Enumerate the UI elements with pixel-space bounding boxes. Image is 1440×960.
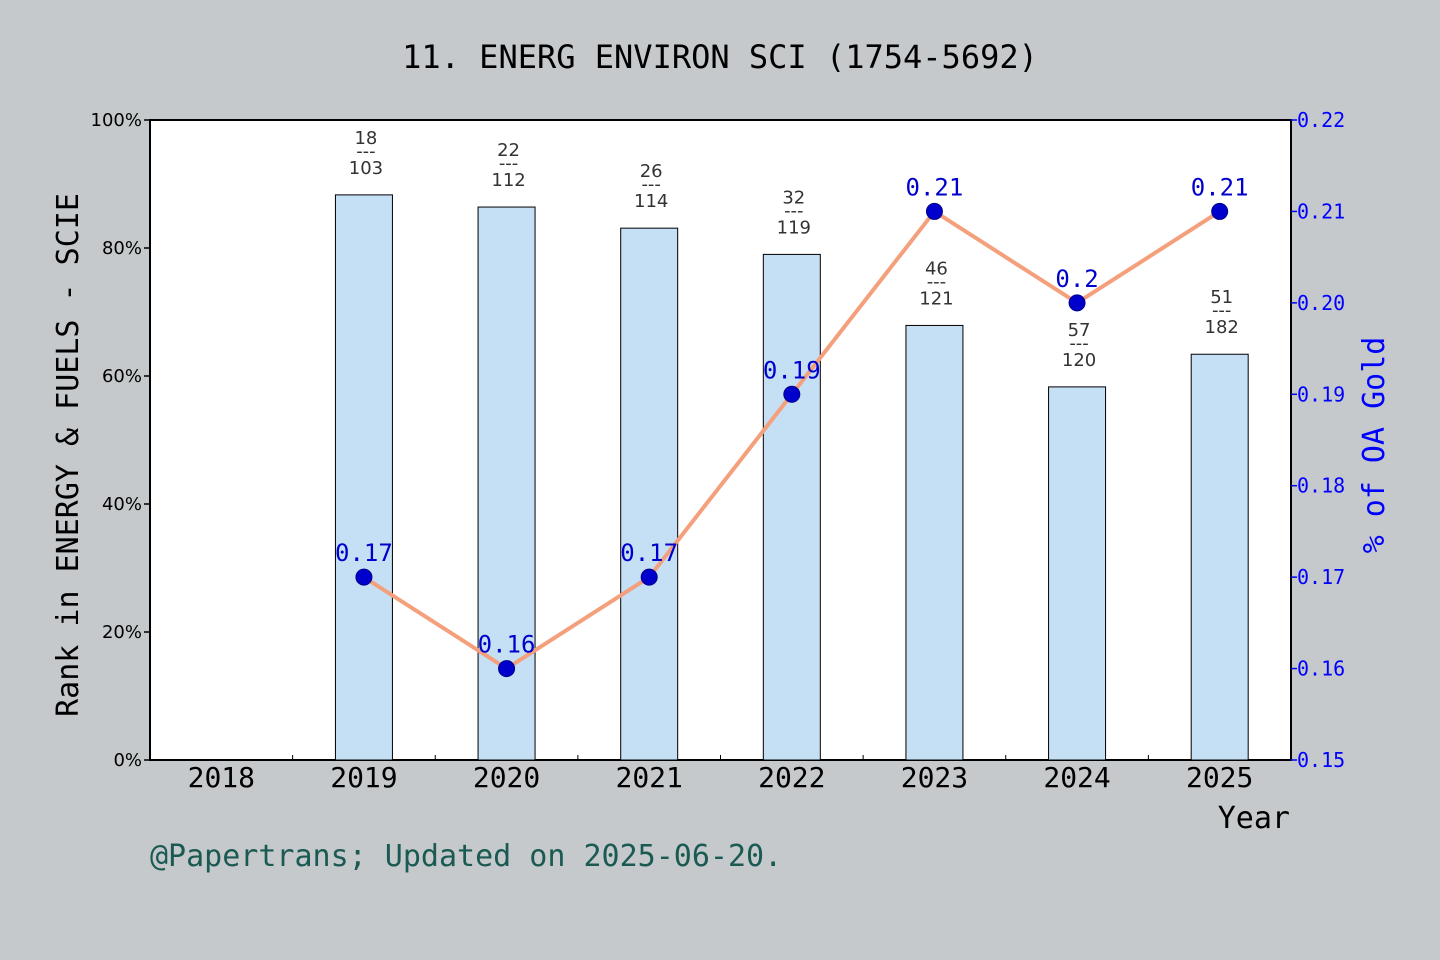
oa-line-segment-2019-2020 xyxy=(361,575,509,671)
axes-group: 0% 20% 40% 60% 80% 100% 0.15 0.16 0.17 0.18 0.19 0.… xyxy=(91,108,1346,794)
bar-2025 xyxy=(1190,353,1249,761)
x-axis-label: Year xyxy=(1218,801,1290,836)
y-right-tick-label: 0.18 xyxy=(1297,474,1345,498)
oa-point-2019 xyxy=(355,568,373,586)
oa-value-label-2021: 0.17 xyxy=(620,539,678,567)
y-right-tick-label: 0.17 xyxy=(1297,565,1345,589)
bar-2024 xyxy=(1048,386,1107,761)
y-right-tick-label: 0.16 xyxy=(1297,657,1345,681)
rank-total-2020: 112 xyxy=(491,170,525,191)
y-right-tick-label: 0.15 xyxy=(1297,748,1345,772)
oa-value-label-2024: 0.2 xyxy=(1055,265,1098,293)
oa-line-segment-2022-2023 xyxy=(789,209,937,397)
oa-point-2022 xyxy=(783,385,801,403)
y-right-tick-label: 0.19 xyxy=(1297,382,1345,406)
rank-total-2022: 119 xyxy=(777,217,811,238)
y-right-tick-label: 0.20 xyxy=(1297,291,1345,315)
x-tick-label-2022: 2022 xyxy=(758,761,825,794)
x-tick-label-2020: 2020 xyxy=(473,761,540,794)
y-left-tick-label: 100% xyxy=(91,110,142,131)
oa-point-2020 xyxy=(498,660,516,678)
x-tick-label-2024: 2024 xyxy=(1043,761,1110,794)
oa-value-label-2023: 0.21 xyxy=(906,173,964,201)
oa-line-segment-2021-2022 xyxy=(647,392,794,580)
y-left-tick-label: 0% xyxy=(113,750,142,771)
rank-separator-2022: --- xyxy=(784,200,804,221)
oa-line-segment-2023-2024 xyxy=(932,209,1080,305)
y-left-tick-label: 40% xyxy=(102,494,142,515)
oa-value-label-2020: 0.16 xyxy=(478,631,536,659)
y-right-tick-label: 0.21 xyxy=(1297,199,1345,223)
plot-area xyxy=(149,119,1292,761)
rank-label-2023: 46 xyxy=(925,258,948,279)
oa-point-2025 xyxy=(1211,202,1229,220)
rank-total-2025: 182 xyxy=(1205,317,1239,338)
oa-point-2024 xyxy=(1068,294,1086,312)
rank-label-2021: 26 xyxy=(640,161,663,182)
oa-point-2021 xyxy=(640,568,658,586)
oa-line-segment-2020-2021 xyxy=(504,575,652,671)
rank-label-2025: 51 xyxy=(1210,287,1233,308)
oa-value-label-2025: 0.21 xyxy=(1191,173,1249,201)
x-tick-label-2019: 2019 xyxy=(330,761,397,794)
rank-label-2024: 57 xyxy=(1068,320,1091,341)
y-right-tick-label: 0.22 xyxy=(1297,108,1345,132)
oa-line-segment-2024-2025 xyxy=(1075,209,1222,305)
bars-group xyxy=(334,194,1249,761)
bar-2021 xyxy=(620,227,679,761)
rank-total-2024: 120 xyxy=(1062,350,1096,371)
y-axis-label-left: Rank in ENERGY & FUELS - SCIE xyxy=(51,193,86,717)
x-tick-label-2023: 2023 xyxy=(901,761,968,794)
line-series-group xyxy=(355,202,1229,678)
rank-separator-2021: --- xyxy=(641,174,661,195)
bar-2023 xyxy=(905,324,964,761)
rank-separator-2019: --- xyxy=(356,141,376,162)
rank-separator-2020: --- xyxy=(499,153,519,174)
rank-label-2020: 22 xyxy=(497,140,520,161)
oa-value-label-2019: 0.17 xyxy=(335,539,393,567)
y-left-tick-label: 80% xyxy=(102,238,142,259)
y-left-tick-label: 60% xyxy=(102,366,142,387)
rank-total-2023: 121 xyxy=(919,288,953,309)
rank-separator-2023: --- xyxy=(927,271,947,292)
y-axis-label-right: % of OA Gold xyxy=(1357,337,1392,554)
rank-total-2021: 114 xyxy=(634,191,668,212)
oa-point-2023 xyxy=(925,202,943,220)
chart-title: 11. ENERG ENVIRON SCI (1754-5692) xyxy=(402,38,1038,76)
rank-separator-2024: --- xyxy=(1069,333,1089,354)
footer-credit: @Papertrans; Updated on 2025-06-20. xyxy=(150,839,782,874)
x-tick-label-2021: 2021 xyxy=(615,761,682,794)
rank-separator-2025: --- xyxy=(1212,300,1232,321)
rank-label-2022: 32 xyxy=(782,187,805,208)
rank-label-2019: 18 xyxy=(354,128,377,149)
oa-value-label-2022: 0.19 xyxy=(763,356,821,384)
rank-total-2019: 103 xyxy=(349,158,383,179)
x-tick-label-2018: 2018 xyxy=(188,761,255,794)
x-tick-label-2025: 2025 xyxy=(1186,761,1253,794)
bar-2019 xyxy=(334,194,393,761)
y-left-tick-label: 20% xyxy=(102,622,142,643)
bar-2022 xyxy=(762,253,821,761)
